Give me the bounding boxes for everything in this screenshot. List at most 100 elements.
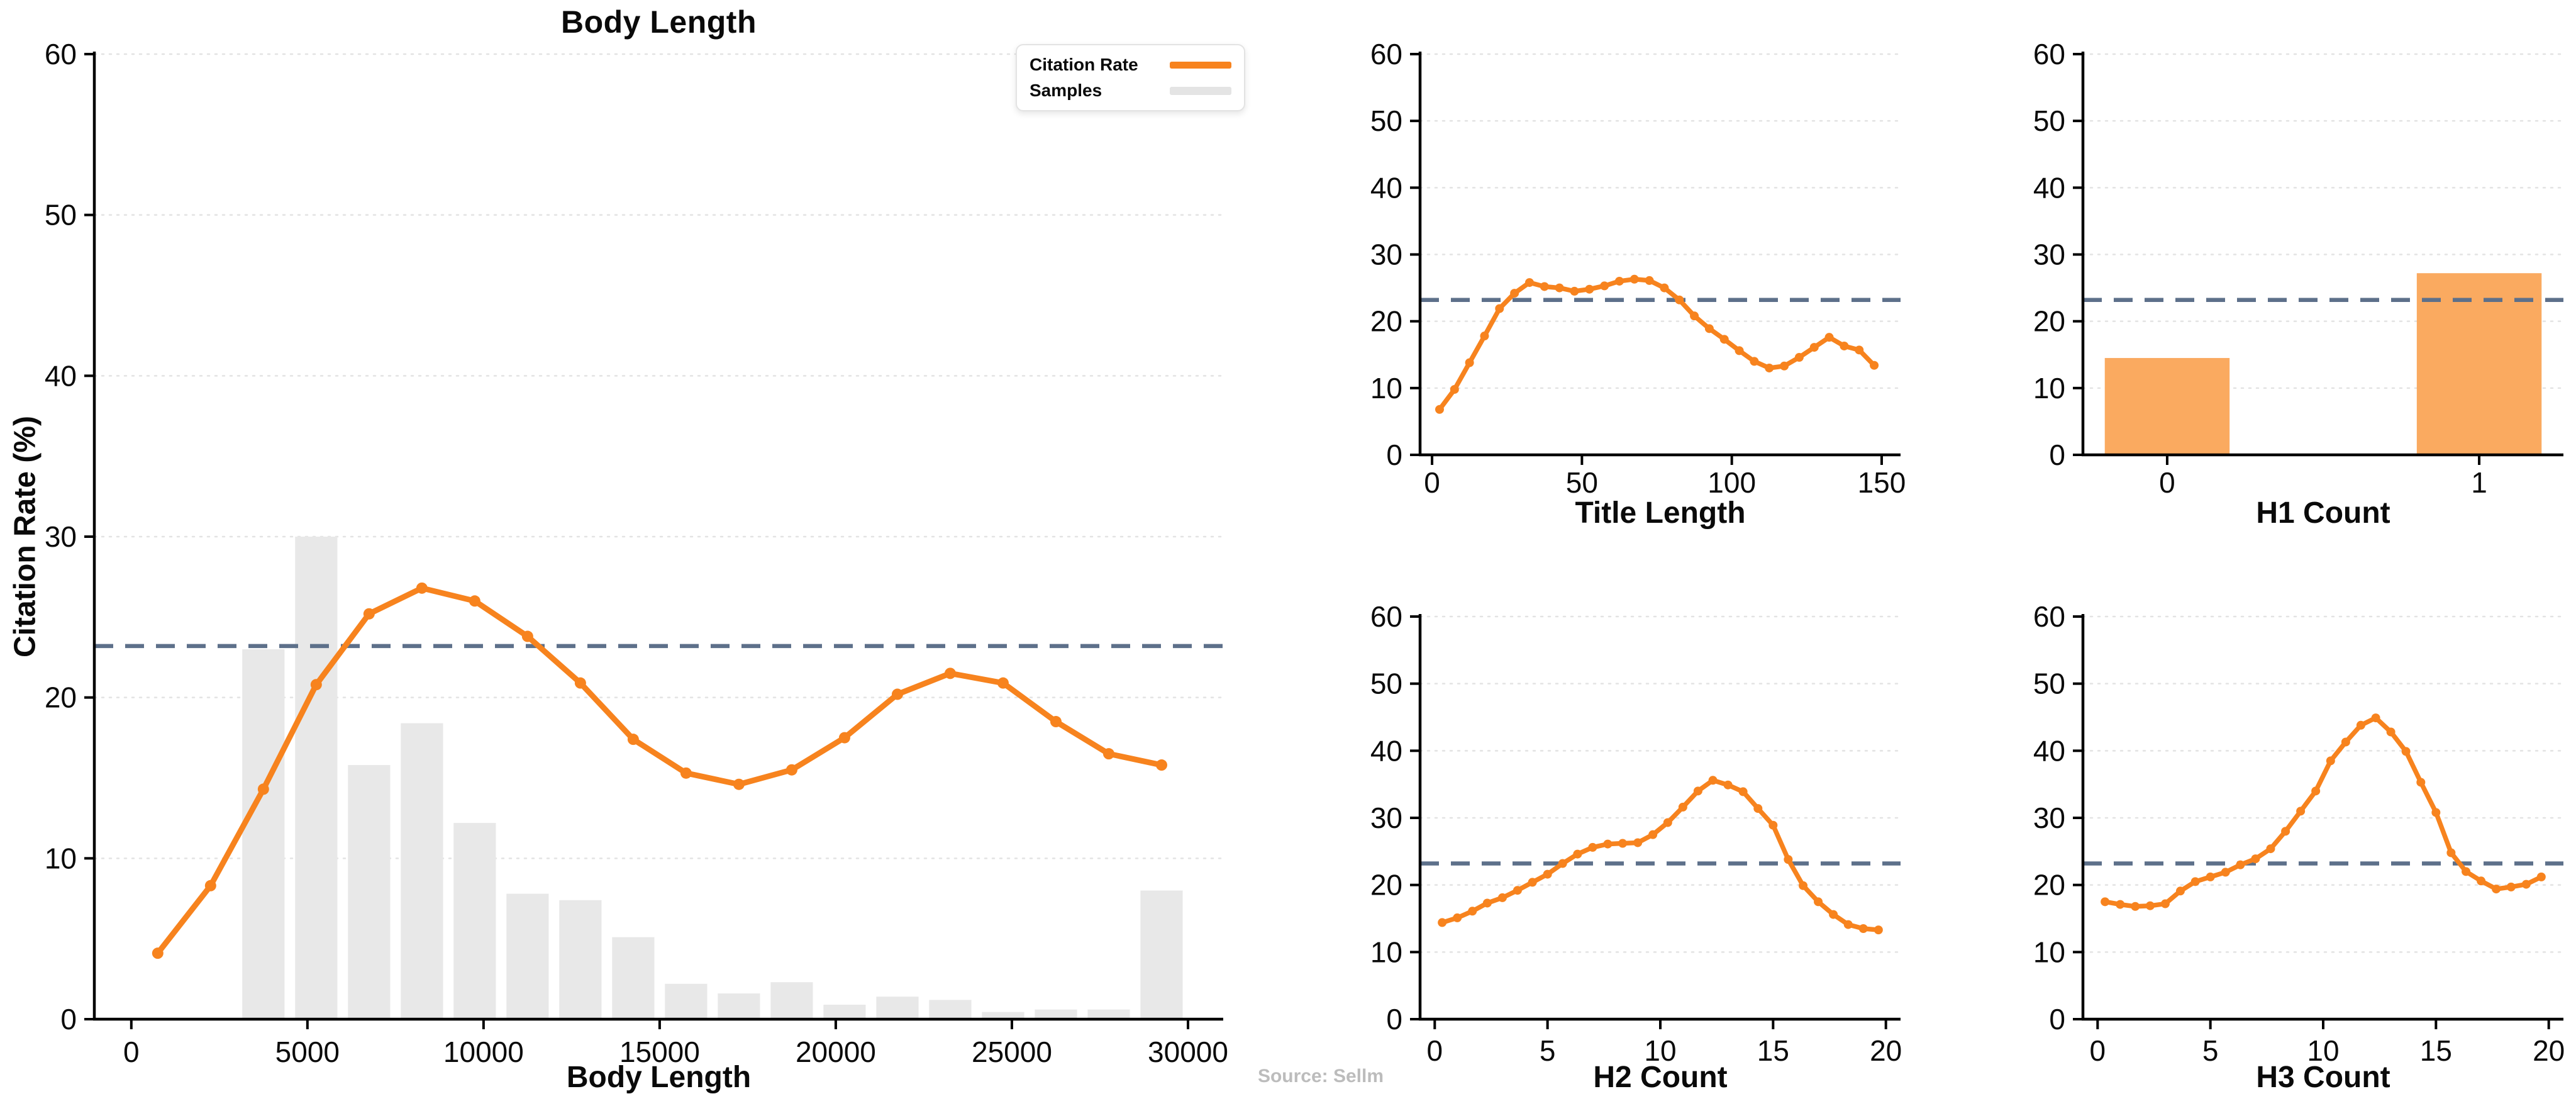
h3-marker xyxy=(2145,901,2155,910)
title_length-marker xyxy=(1735,346,1744,355)
x-axis-label-h3-count: H3 Count xyxy=(2256,1061,2390,1094)
h2-xtick-label: 5 xyxy=(1540,1034,1556,1067)
main-ytick-label: 50 xyxy=(45,199,77,232)
title_length-marker xyxy=(1570,286,1579,296)
main-citation-line xyxy=(155,585,1165,956)
h2-marker xyxy=(1693,786,1702,796)
title_length-marker xyxy=(1660,283,1669,293)
h3-marker xyxy=(2190,877,2200,886)
h1-ytick-label: 10 xyxy=(2033,372,2065,405)
main-marker xyxy=(574,677,586,689)
h3-marker xyxy=(2266,844,2275,854)
h2-marker xyxy=(1497,893,1507,902)
x-axis-label-h1-count: H1 Count xyxy=(2256,496,2390,530)
main-marker xyxy=(891,688,903,700)
h2-marker xyxy=(1829,910,1838,919)
title_length-marker xyxy=(1794,352,1804,362)
title_length-marker xyxy=(1840,341,1849,350)
legend: Citation Rate Samples xyxy=(1016,44,1245,111)
h2-marker xyxy=(1513,886,1522,895)
main-ytick-label: 0 xyxy=(60,1003,77,1036)
title_length-marker xyxy=(1629,274,1639,284)
title_length-marker xyxy=(1540,282,1549,291)
h2-marker xyxy=(1438,918,1447,927)
h3-marker xyxy=(2477,876,2486,886)
main-marker xyxy=(680,767,692,779)
samples-bar xyxy=(982,1012,1024,1019)
h1-ytick-label: 0 xyxy=(2049,438,2065,471)
title_length-marker xyxy=(1704,324,1714,333)
h2-marker xyxy=(1648,830,1658,839)
h2-marker xyxy=(1874,925,1883,935)
samples-bar xyxy=(665,983,708,1019)
h3-marker xyxy=(2101,897,2110,907)
h3-ytick-label: 0 xyxy=(2049,1003,2065,1036)
title_length-ytick-label: 0 xyxy=(1386,438,1402,471)
samples-bar xyxy=(453,823,496,1019)
main-xtick-label: 25000 xyxy=(972,1036,1052,1068)
h3-marker xyxy=(2175,886,2185,896)
main-marker xyxy=(1102,748,1114,760)
h2-ytick-label: 60 xyxy=(1370,600,1402,633)
title_length-marker xyxy=(1690,311,1699,321)
h3-xtick-label: 20 xyxy=(2533,1034,2565,1067)
h3-marker xyxy=(2341,737,2350,747)
h3-marker xyxy=(2236,860,2245,869)
h3-xtick-label: 10 xyxy=(2307,1034,2339,1067)
h2-marker xyxy=(1543,869,1552,879)
h2-marker xyxy=(1603,839,1613,849)
h3-marker xyxy=(2492,885,2501,894)
h2-marker xyxy=(1482,898,1492,908)
h2-ytick-label: 0 xyxy=(1386,1003,1402,1036)
h2-ytick-label: 30 xyxy=(1370,802,1402,834)
h3-marker xyxy=(2326,756,2335,766)
samples-bar xyxy=(242,649,285,1019)
main-marker xyxy=(944,668,956,679)
h3-marker xyxy=(2386,727,2396,737)
title_length-marker xyxy=(1750,357,1759,366)
h3-marker xyxy=(2371,713,2380,723)
main-marker xyxy=(838,732,850,744)
title_length-ytick-label: 10 xyxy=(1370,372,1402,405)
h3-marker xyxy=(2356,720,2365,730)
main-marker xyxy=(257,783,269,795)
h2-citation-line xyxy=(1440,778,1881,932)
main-marker xyxy=(204,880,216,891)
h3-citation-line xyxy=(2102,715,2544,909)
h2-marker xyxy=(1799,881,1808,890)
title_length-marker xyxy=(1585,284,1594,294)
h3-marker xyxy=(2401,747,2411,756)
title_length-xtick-label: 0 xyxy=(1424,466,1440,499)
main-marker xyxy=(363,608,375,620)
samples-bar xyxy=(612,937,655,1019)
samples-bar xyxy=(506,893,549,1019)
title_length-marker xyxy=(1450,384,1459,394)
title_length-xtick-label: 50 xyxy=(1566,466,1598,499)
h2-xtick-label: 15 xyxy=(1757,1034,1789,1067)
h3-ytick-label: 20 xyxy=(2033,869,2065,902)
samples-bar-swatch-icon xyxy=(1170,86,1231,95)
h2-marker xyxy=(1723,780,1733,790)
main-xtick-label: 20000 xyxy=(796,1036,876,1068)
main-xtick-label: 15000 xyxy=(619,1036,700,1068)
title_length-ytick-label: 30 xyxy=(1370,238,1402,271)
title_length-ytick-label: 50 xyxy=(1370,104,1402,137)
h2-marker xyxy=(1588,842,1597,852)
h1-ytick-label: 60 xyxy=(2033,38,2065,70)
main-marker xyxy=(733,778,745,790)
title_length-marker xyxy=(1510,289,1519,298)
main-ytick-label: 20 xyxy=(45,681,77,714)
title_length-ytick-label: 40 xyxy=(1370,171,1402,204)
h3-marker xyxy=(2431,808,2441,817)
samples-bar xyxy=(1140,890,1183,1019)
h2-xtick-label: 0 xyxy=(1427,1034,1443,1067)
title_length-marker xyxy=(1719,335,1729,344)
main-marker xyxy=(627,734,639,746)
title_length-marker xyxy=(1480,332,1489,341)
main-marker xyxy=(521,630,533,642)
h2-marker xyxy=(1738,787,1748,796)
title_length-marker xyxy=(1600,281,1609,291)
h3-marker xyxy=(2296,807,2306,816)
